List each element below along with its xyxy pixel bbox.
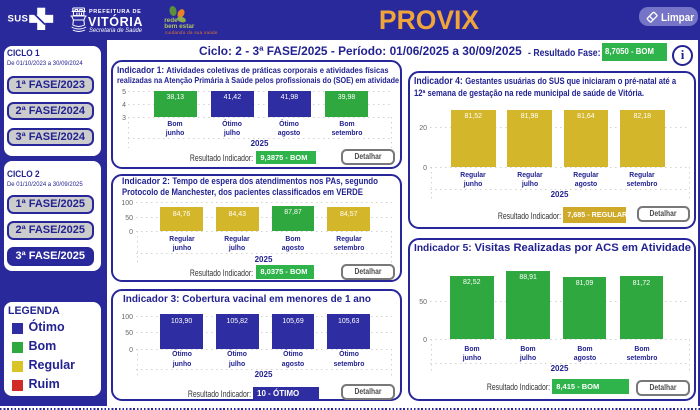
svg-text:SUS: SUS	[8, 14, 29, 25]
